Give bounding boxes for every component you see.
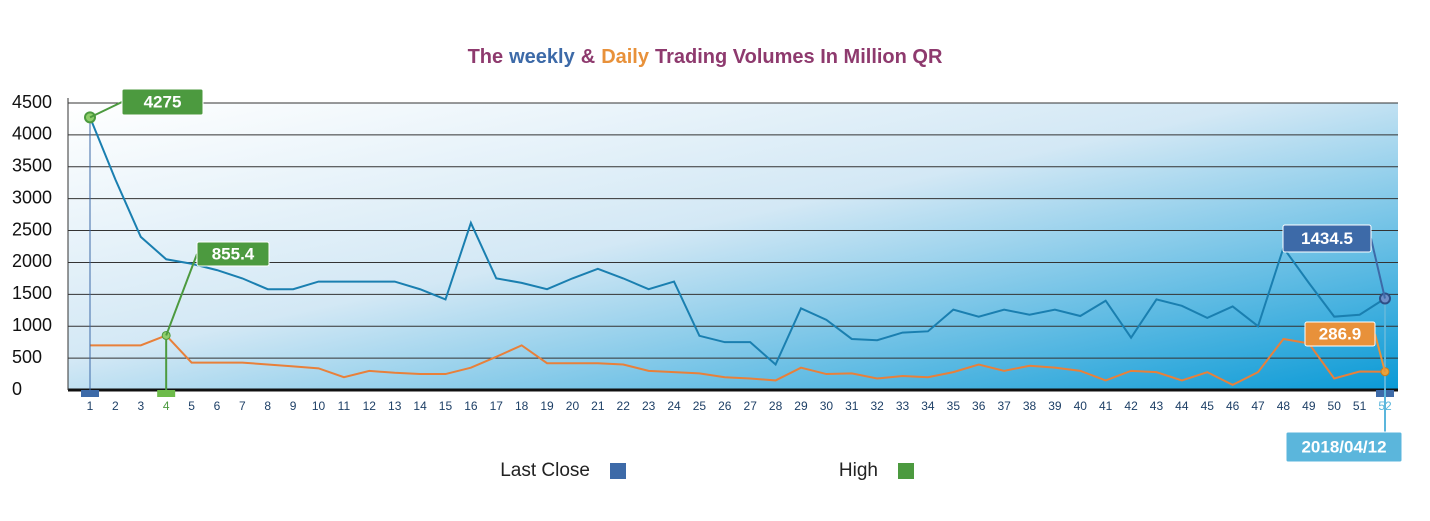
annotation-pointer (1370, 238, 1386, 299)
x-tick-label: 46 (1226, 399, 1240, 413)
x-tick-label: 29 (794, 399, 808, 413)
x-tick-label: 8 (264, 399, 271, 413)
legend-swatch (610, 463, 626, 479)
x-tick-label: 34 (921, 399, 935, 413)
y-tick-label: 4500 (12, 92, 52, 112)
series-line (90, 334, 1386, 387)
y-tick-label: 0 (12, 379, 22, 399)
x-tick-label: 5 (188, 399, 195, 413)
title-part: weekly (508, 46, 575, 68)
x-tick-label: 40 (1074, 399, 1088, 413)
x-tick-label: 49 (1302, 399, 1316, 413)
annotation-label: 286.9 (1319, 324, 1362, 343)
title-part: Trading Volumes In Million QR (655, 46, 943, 68)
x-tick-label: 21 (591, 399, 605, 413)
x-tick-label: 43 (1150, 399, 1164, 413)
annotation-label: 2018/04/12 (1301, 437, 1386, 456)
y-tick-label: 3500 (12, 156, 52, 176)
y-tick-label: 2000 (12, 251, 52, 271)
y-tick-label: 3000 (12, 187, 52, 207)
x-tick-label: 50 (1328, 399, 1342, 413)
x-tick-label: 11 (338, 399, 351, 413)
x-tick-label: 12 (363, 399, 377, 413)
x-tick-label: 10 (312, 399, 326, 413)
x-tick-label: 37 (997, 399, 1011, 413)
x-tick-label: 39 (1048, 399, 1062, 413)
x-tick-label: 14 (413, 399, 427, 413)
title-part: The (468, 46, 504, 68)
y-tick-label: 1500 (12, 283, 52, 303)
annotation-box (121, 88, 204, 116)
x-tick-label: 32 (870, 399, 884, 413)
week-marker (157, 390, 176, 397)
annotation-box (196, 241, 270, 267)
annotation-pointer (89, 101, 123, 119)
x-tick-label: 48 (1277, 399, 1291, 413)
x-tick-label: 38 (1023, 399, 1037, 413)
x-tick-label: 20 (566, 399, 580, 413)
x-tick-label: 16 (464, 399, 478, 413)
x-tick-label: 24 (667, 399, 681, 413)
legend-swatch (898, 463, 914, 479)
y-tick-label: 4000 (12, 124, 52, 144)
x-tick-label: 27 (744, 399, 758, 413)
x-tick-label: 18 (515, 399, 529, 413)
x-tick-label: 36 (972, 399, 986, 413)
x-tick-label: 7 (239, 399, 246, 413)
x-tick-label: 44 (1175, 399, 1189, 413)
x-tick-label: 35 (947, 399, 961, 413)
x-tick-label: 28 (769, 399, 783, 413)
annotation-pointer (1374, 333, 1386, 372)
x-tick-label: 22 (617, 399, 631, 413)
annotation-pointer (165, 253, 198, 336)
legend-label: High (839, 460, 878, 481)
x-tick-label: 3 (137, 399, 144, 413)
x-tick-label: 15 (439, 399, 453, 413)
week-marker (81, 390, 99, 397)
x-tick-label: 9 (290, 399, 297, 413)
x-tick-label: 26 (718, 399, 732, 413)
annotation-label: 1434.5 (1301, 229, 1353, 248)
x-tick-label: 19 (540, 399, 554, 413)
x-tick-label: 6 (214, 399, 221, 413)
x-tick-label: 4 (163, 399, 170, 413)
chart-title: The weekly & Daily Trading Volumes In Millio… (468, 46, 943, 68)
x-tick-label: 41 (1099, 399, 1113, 413)
y-tick-label: 2500 (12, 219, 52, 239)
x-tick-label: 47 (1251, 399, 1265, 413)
annotation-label: 855.4 (212, 244, 255, 263)
x-tick-label: 25 (693, 399, 707, 413)
x-tick-label: 30 (820, 399, 834, 413)
annotation-label: 4275 (144, 92, 182, 111)
title-part: & (581, 46, 595, 68)
x-tick-label: 42 (1124, 399, 1138, 413)
annotation-box (1285, 431, 1403, 463)
x-tick-label: 33 (896, 399, 910, 413)
x-tick-label: 23 (642, 399, 656, 413)
annotation-box (1304, 321, 1376, 347)
title-part: Daily (601, 46, 650, 68)
x-tick-label: 1 (87, 399, 94, 413)
x-tick-label: 2 (112, 399, 119, 413)
series-line (89, 116, 1386, 367)
x-tick-label: 13 (388, 399, 402, 413)
x-tick-label: 17 (490, 399, 504, 413)
x-tick-label: 31 (845, 399, 859, 413)
legend-label: Last Close (500, 460, 590, 481)
x-tick-label: 51 (1353, 399, 1367, 413)
annotation-box (1282, 224, 1372, 253)
x-tick-label: 45 (1201, 399, 1215, 413)
y-tick-label: 500 (12, 347, 42, 367)
y-tick-label: 1000 (12, 315, 52, 335)
